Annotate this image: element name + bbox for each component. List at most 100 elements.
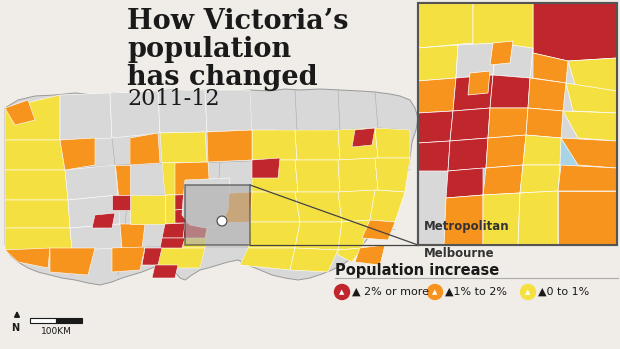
Polygon shape	[520, 165, 560, 193]
Polygon shape	[558, 191, 617, 245]
Polygon shape	[248, 222, 300, 248]
Text: ▲: ▲	[525, 289, 531, 295]
Polygon shape	[115, 165, 130, 195]
Polygon shape	[558, 165, 617, 191]
Polygon shape	[160, 238, 185, 248]
Polygon shape	[473, 3, 533, 53]
Polygon shape	[152, 265, 178, 278]
Polygon shape	[568, 58, 617, 91]
Polygon shape	[60, 138, 95, 170]
Text: 2011-12: 2011-12	[127, 88, 219, 110]
Polygon shape	[162, 223, 208, 248]
Polygon shape	[446, 168, 483, 198]
Polygon shape	[5, 228, 72, 250]
Polygon shape	[338, 190, 375, 222]
Text: How Victoria’s
population
has changed: How Victoria’s population has changed	[127, 8, 348, 91]
Polygon shape	[352, 128, 375, 147]
Text: ▲1% to 2%: ▲1% to 2%	[445, 287, 507, 297]
Polygon shape	[528, 78, 566, 111]
Text: Melbourne: Melbourne	[424, 247, 495, 260]
Polygon shape	[295, 160, 340, 192]
Polygon shape	[175, 194, 210, 210]
Polygon shape	[418, 141, 450, 171]
Text: ▲: ▲	[432, 289, 438, 295]
Polygon shape	[444, 195, 483, 245]
Text: Metropolitan: Metropolitan	[424, 220, 510, 233]
Bar	[56, 318, 82, 323]
Polygon shape	[486, 135, 526, 168]
Text: ▲: ▲	[339, 289, 345, 295]
Polygon shape	[561, 138, 617, 168]
Circle shape	[217, 216, 227, 226]
Polygon shape	[418, 45, 458, 81]
Polygon shape	[207, 130, 252, 162]
Polygon shape	[162, 223, 185, 238]
Polygon shape	[563, 111, 617, 141]
Polygon shape	[338, 158, 378, 192]
Polygon shape	[370, 190, 405, 222]
Polygon shape	[5, 89, 418, 285]
Polygon shape	[375, 158, 410, 192]
Polygon shape	[155, 248, 205, 268]
Polygon shape	[120, 224, 145, 248]
Polygon shape	[453, 75, 493, 111]
Polygon shape	[468, 71, 490, 95]
Polygon shape	[493, 43, 533, 78]
Polygon shape	[65, 165, 118, 200]
Polygon shape	[488, 108, 528, 138]
Polygon shape	[205, 90, 252, 132]
Polygon shape	[5, 248, 50, 268]
Polygon shape	[60, 93, 112, 140]
Polygon shape	[418, 3, 473, 48]
Polygon shape	[295, 222, 342, 250]
Polygon shape	[215, 192, 252, 223]
Polygon shape	[295, 192, 342, 222]
Polygon shape	[526, 108, 563, 138]
Polygon shape	[252, 158, 280, 178]
Text: N: N	[11, 323, 19, 333]
Polygon shape	[290, 248, 338, 272]
Polygon shape	[483, 165, 523, 195]
Polygon shape	[448, 138, 488, 171]
Polygon shape	[5, 100, 35, 125]
Polygon shape	[162, 162, 210, 195]
Polygon shape	[50, 248, 95, 275]
Polygon shape	[92, 213, 115, 228]
Polygon shape	[483, 131, 583, 245]
Polygon shape	[355, 245, 385, 265]
Text: 100KM: 100KM	[40, 327, 71, 336]
Polygon shape	[5, 200, 70, 228]
Polygon shape	[142, 248, 162, 265]
Polygon shape	[175, 208, 208, 223]
Polygon shape	[375, 128, 410, 158]
Polygon shape	[566, 83, 617, 113]
Polygon shape	[490, 75, 530, 108]
Polygon shape	[295, 130, 340, 160]
Polygon shape	[523, 135, 561, 165]
Bar	[418, 3, 617, 245]
Polygon shape	[490, 41, 513, 65]
Polygon shape	[338, 220, 370, 250]
Polygon shape	[240, 248, 295, 270]
Circle shape	[428, 284, 443, 299]
Polygon shape	[250, 192, 300, 222]
Polygon shape	[175, 162, 210, 195]
Bar	[418, 3, 617, 245]
Polygon shape	[456, 43, 496, 78]
Bar	[30, 318, 56, 323]
Polygon shape	[533, 3, 617, 61]
Circle shape	[335, 284, 350, 299]
Polygon shape	[130, 195, 165, 224]
Polygon shape	[160, 132, 207, 163]
Bar	[185, 185, 250, 245]
Polygon shape	[418, 78, 456, 113]
Polygon shape	[362, 220, 395, 240]
Polygon shape	[112, 195, 130, 210]
Polygon shape	[5, 140, 65, 170]
Polygon shape	[5, 170, 68, 200]
Polygon shape	[533, 53, 568, 83]
Polygon shape	[182, 178, 230, 228]
Polygon shape	[130, 133, 160, 165]
Polygon shape	[338, 128, 378, 160]
Polygon shape	[158, 90, 207, 133]
